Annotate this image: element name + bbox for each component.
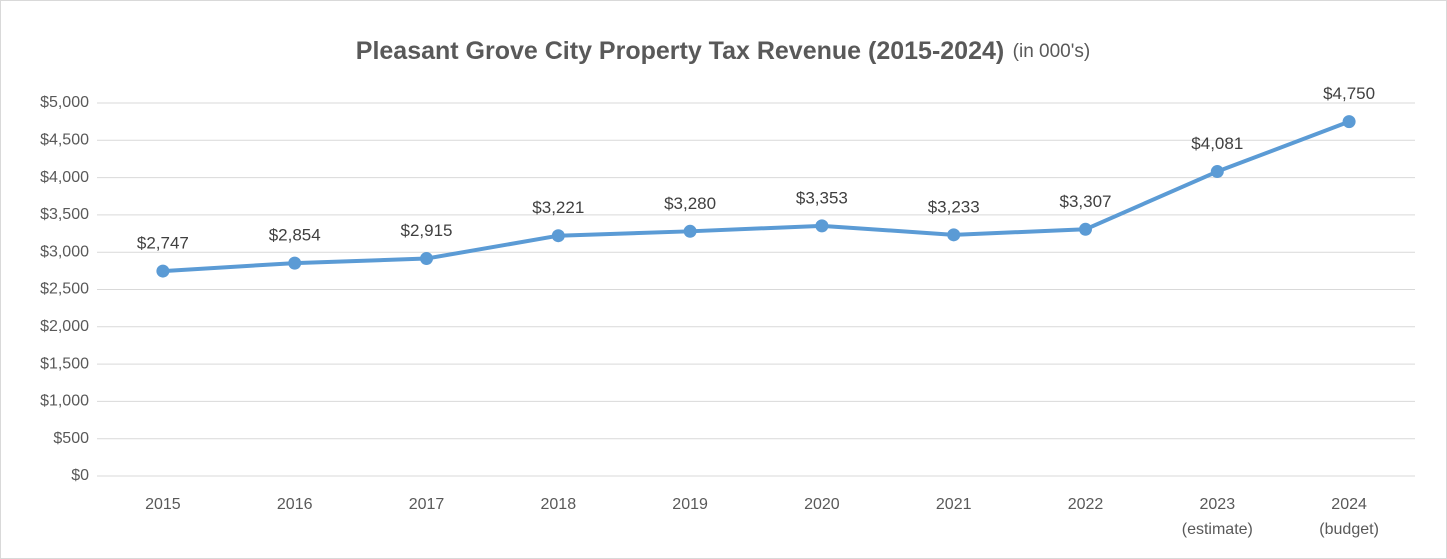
- y-tick-label: $2,000: [40, 318, 89, 335]
- x-tick-label: 2017: [409, 496, 445, 513]
- x-tick-label: 2023 (estimate): [1182, 496, 1253, 538]
- x-tick-label: 2020: [804, 496, 840, 513]
- x-tick-label: 2018: [541, 496, 577, 513]
- data-point: [815, 219, 829, 233]
- y-tick-label: $3,500: [40, 206, 89, 223]
- data-point: [551, 229, 565, 243]
- x-tick-label: 2024 (budget): [1319, 496, 1379, 538]
- y-tick-label: $4,500: [40, 132, 89, 149]
- data-label: $4,750: [1323, 84, 1375, 103]
- data-label: $3,280: [664, 194, 716, 213]
- data-label: $2,747: [137, 234, 189, 253]
- data-label: $3,307: [1060, 192, 1112, 211]
- data-point: [1079, 222, 1092, 236]
- data-point: [683, 224, 697, 238]
- data-label: $2,915: [401, 221, 453, 240]
- x-tick-label: 2016: [277, 496, 313, 513]
- data-point: [947, 228, 961, 242]
- x-tick-label-line: 2023: [1200, 496, 1236, 513]
- data-label: $2,854: [269, 226, 321, 245]
- x-tick-label-line: (budget): [1319, 521, 1379, 538]
- data-label: $4,081: [1191, 134, 1243, 153]
- chart-title: Pleasant Grove City Property Tax Revenue…: [356, 37, 1004, 65]
- x-tick-label: 2019: [672, 496, 708, 513]
- x-tick-label: 2015: [145, 496, 181, 513]
- y-tick-label: $500: [53, 430, 89, 447]
- data-point: [420, 252, 433, 266]
- series-line: [162, 119, 1350, 274]
- data-point: [1342, 115, 1356, 129]
- y-tick-label: $2,500: [40, 281, 89, 298]
- chart-subtitle: (in 000's): [1013, 41, 1091, 62]
- x-tick-label: 2022: [1068, 496, 1104, 513]
- x-tick-label-line: 2024: [1331, 496, 1367, 513]
- y-tick-label: $3,000: [40, 243, 89, 260]
- data-label: $3,221: [532, 198, 584, 217]
- y-tick-label: $4,000: [40, 169, 89, 186]
- x-tick-label: 2021: [936, 496, 972, 513]
- y-tick-label: $5,000: [40, 94, 89, 111]
- data-label: $3,233: [928, 197, 980, 216]
- data-label: $3,353: [796, 188, 848, 207]
- data-point: [288, 256, 302, 270]
- y-tick-label: $1,500: [40, 355, 89, 372]
- data-point: [156, 264, 170, 278]
- y-tick-label: $0: [71, 467, 89, 484]
- y-tick-label: $1,000: [40, 393, 89, 410]
- chart-title-group: Pleasant Grove City Property Tax Revenue…: [356, 37, 1090, 65]
- data-point: [1210, 165, 1224, 179]
- x-tick-label-line: (estimate): [1182, 521, 1253, 538]
